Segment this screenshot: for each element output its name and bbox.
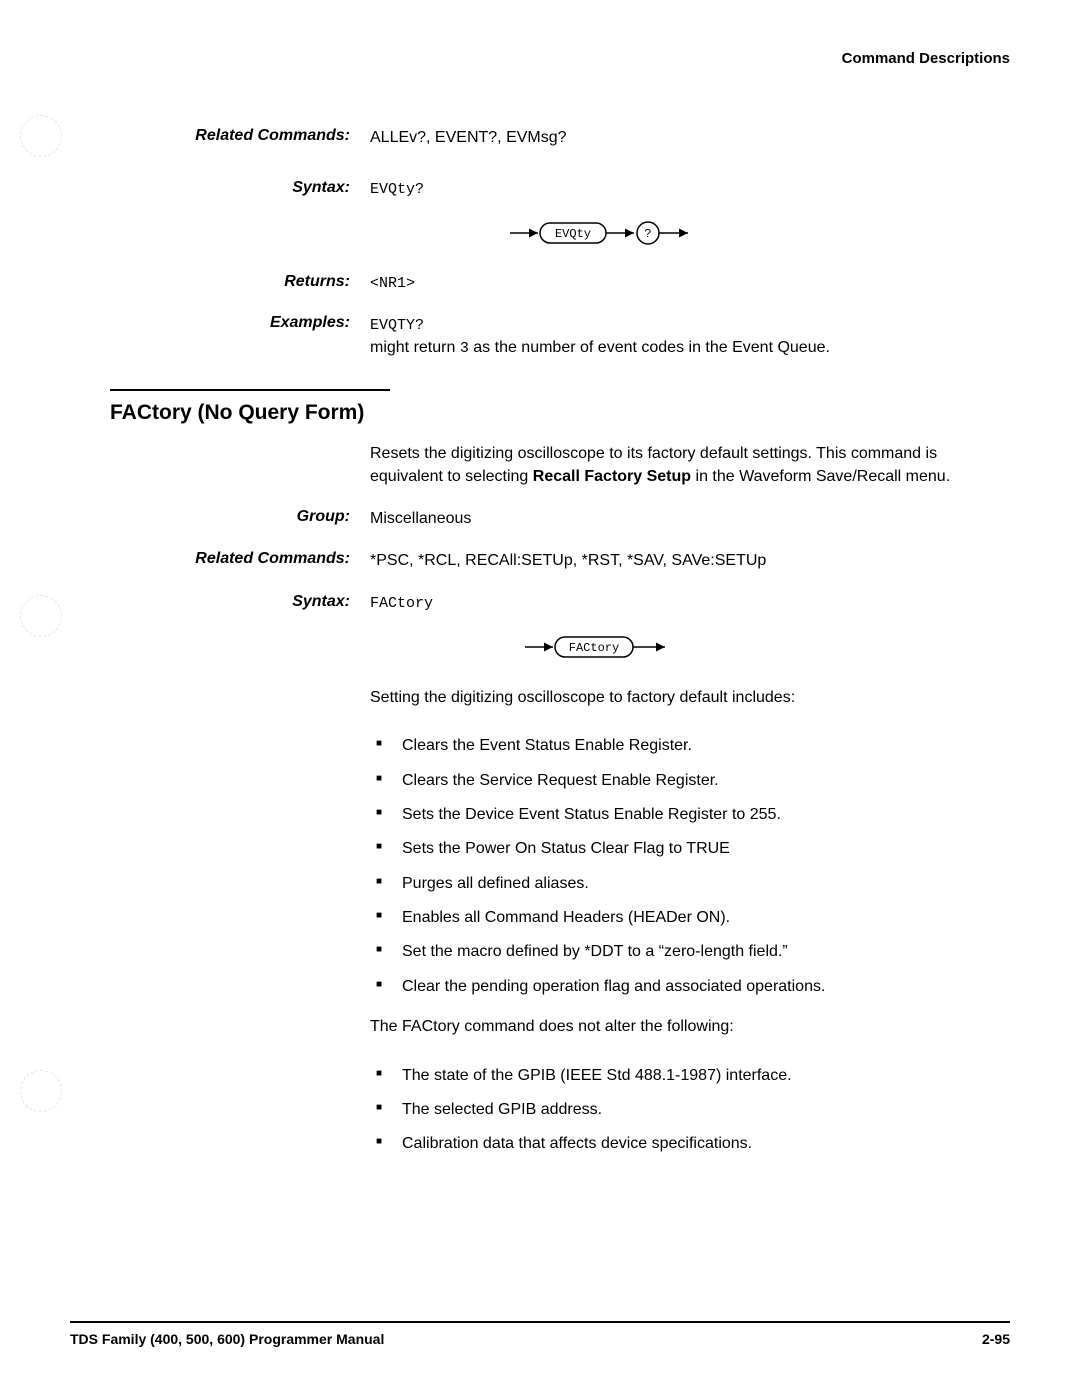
syntax-row: Syntax: EVQty? [50, 179, 1010, 200]
factory-syntax-value: FACtory [370, 593, 1010, 614]
group-row: Group: Miscellaneous [50, 508, 1010, 530]
group-label: Group: [50, 508, 370, 530]
related-commands-value: ALLEv?, EVENT?, EVMsg? [370, 127, 1010, 149]
factory-syntax-label: Syntax: [50, 593, 370, 614]
examples-text-a: might return [370, 339, 460, 356]
factory-related-label: Related Commands: [50, 550, 370, 572]
factory-desc-row: Resets the digitizing oscilloscope to it… [50, 443, 1010, 488]
examples-mono: EVQTY? [370, 317, 424, 334]
examples-value: EVQTY? might return 3 as the number of e… [370, 314, 1010, 359]
list-item: Calibration data that affects device spe… [370, 1133, 1010, 1155]
factory-description: Resets the digitizing oscilloscope to it… [370, 443, 1010, 488]
not-alter-intro: The FACtory command does not alter the f… [370, 1016, 1010, 1038]
examples-row: Examples: EVQTY? might return 3 as the n… [50, 314, 1010, 359]
footer-rule [70, 1321, 1010, 1323]
diagram-q: ? [644, 227, 651, 241]
punch-hole [20, 595, 62, 637]
includes-intro: Setting the digitizing oscilloscope to f… [370, 687, 1010, 709]
not-alter-list-col: The state of the GPIB (IEEE Std 488.1-19… [370, 1057, 1010, 1174]
list-item: Clear the pending operation flag and ass… [370, 976, 1010, 998]
empty-label [50, 727, 370, 1016]
list-item: Clears the Service Request Enable Regist… [370, 770, 1010, 792]
examples-text-mono: 3 [460, 340, 469, 357]
not-alter-intro-row: The FACtory command does not alter the f… [50, 1016, 1010, 1038]
examples-label: Examples: [50, 314, 370, 359]
includes-list: Clears the Event Status Enable Register.… [370, 735, 1010, 998]
group-value: Miscellaneous [370, 508, 1010, 530]
page: Command Descriptions Related Commands: A… [0, 0, 1080, 1397]
section-title: FACtory (No Query Form) [110, 401, 1010, 425]
list-item: The state of the GPIB (IEEE Std 488.1-19… [370, 1065, 1010, 1087]
factory-syntax-row: Syntax: FACtory [50, 593, 1010, 614]
punch-hole [20, 115, 62, 157]
factory-related-row: Related Commands: *PSC, *RCL, RECAll:SET… [50, 550, 1010, 572]
list-item: The selected GPIB address. [370, 1099, 1010, 1121]
page-footer: TDS Family (400, 500, 600) Programmer Ma… [70, 1331, 1010, 1347]
not-alter-list: The state of the GPIB (IEEE Std 488.1-19… [370, 1065, 1010, 1156]
list-item: Set the macro defined by *DDT to a “zero… [370, 941, 1010, 963]
related-commands-label: Related Commands: [50, 127, 370, 149]
not-alter-list-row: The state of the GPIB (IEEE Std 488.1-19… [50, 1057, 1010, 1174]
empty-label [50, 687, 370, 709]
includes-intro-row: Setting the digitizing oscilloscope to f… [50, 687, 1010, 709]
syntax-diagram-evqty: EVQty ? [50, 218, 1010, 253]
section-divider [110, 389, 390, 391]
footer-right: 2-95 [982, 1331, 1010, 1347]
includes-list-col: Clears the Event Status Enable Register.… [370, 727, 1010, 1016]
returns-row: Returns: <NR1> [50, 273, 1010, 294]
list-item: Enables all Command Headers (HEADer ON). [370, 907, 1010, 929]
diagram-token: EVQty [555, 227, 591, 241]
syntax-label: Syntax: [50, 179, 370, 200]
factory-related-value: *PSC, *RCL, RECAll:SETUp, *RST, *SAV, SA… [370, 550, 1010, 572]
syntax-value: EVQty? [370, 179, 1010, 200]
returns-value: <NR1> [370, 273, 1010, 294]
list-item: Sets the Power On Status Clear Flag to T… [370, 838, 1010, 860]
empty-label [50, 1016, 370, 1038]
syntax-diagram-factory: FACtory [50, 632, 1010, 667]
desc-b: in the Waveform Save/Recall menu. [691, 468, 950, 485]
diagram-token: FACtory [569, 641, 619, 655]
punch-hole [20, 1070, 62, 1112]
empty-label [50, 443, 370, 488]
returns-label: Returns: [50, 273, 370, 294]
related-commands-row: Related Commands: ALLEv?, EVENT?, EVMsg? [50, 127, 1010, 149]
empty-label [50, 1057, 370, 1174]
page-header: Command Descriptions [50, 50, 1010, 67]
includes-list-row: Clears the Event Status Enable Register.… [50, 727, 1010, 1016]
list-item: Sets the Device Event Status Enable Regi… [370, 804, 1010, 826]
examples-text-b: as the number of event codes in the Even… [469, 339, 830, 356]
desc-bold: Recall Factory Setup [533, 468, 691, 485]
list-item: Clears the Event Status Enable Register. [370, 735, 1010, 757]
list-item: Purges all defined aliases. [370, 873, 1010, 895]
footer-left: TDS Family (400, 500, 600) Programmer Ma… [70, 1331, 384, 1347]
